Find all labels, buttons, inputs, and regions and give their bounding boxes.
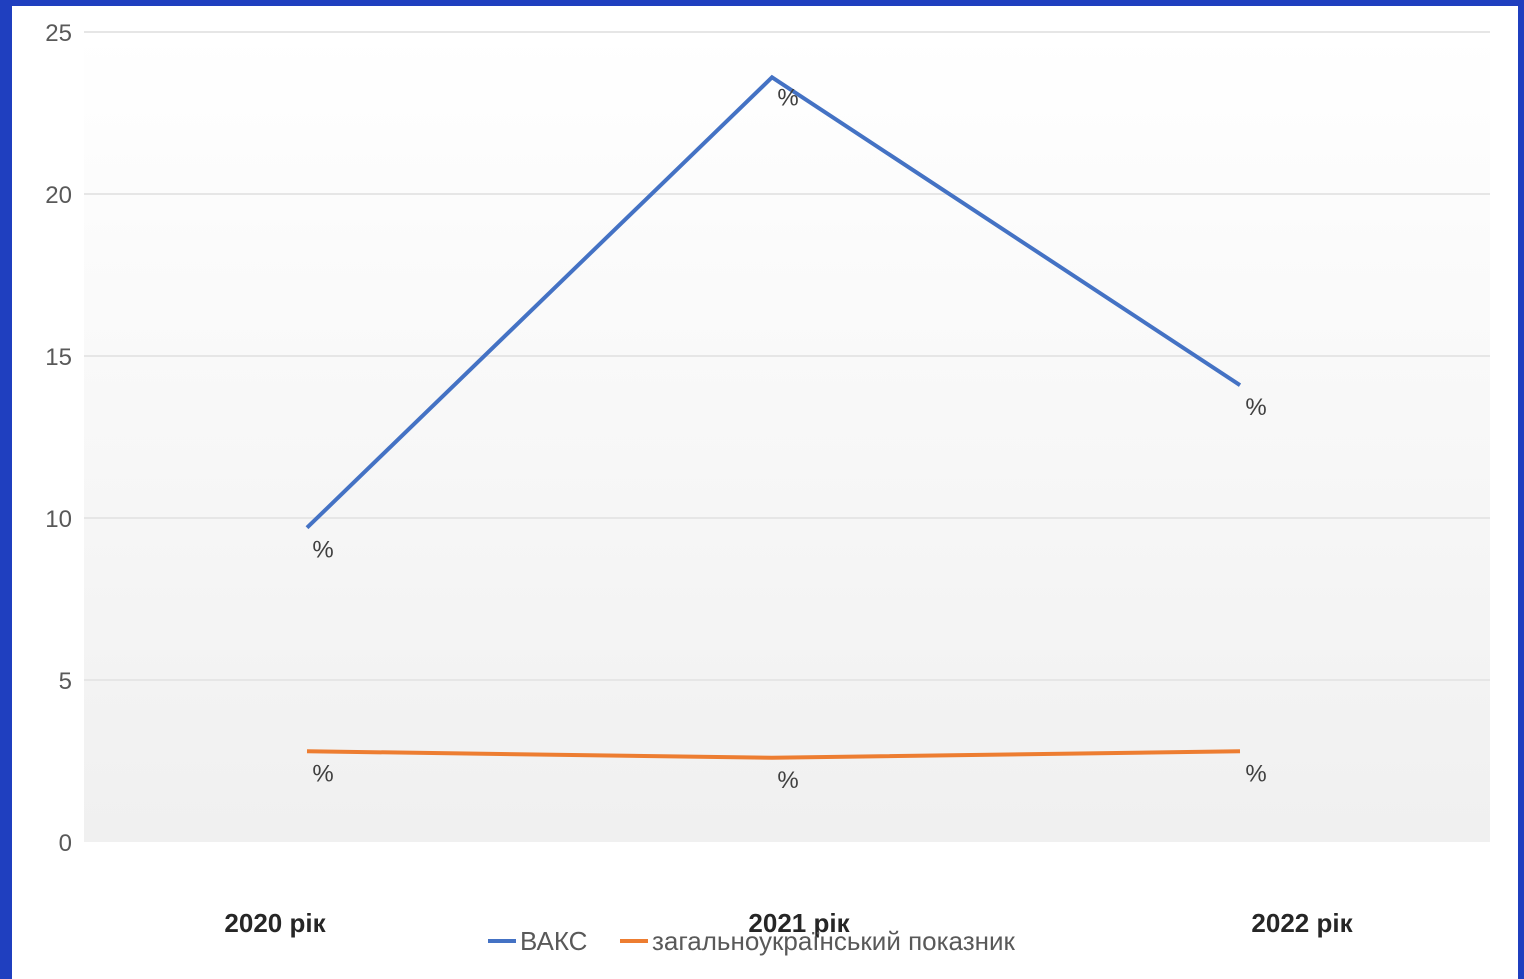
y-axis-ticks: 0 5 10 15 20 25 [45, 20, 72, 857]
data-label: % [777, 767, 798, 794]
legend-label: загальноукраїнський показник [652, 926, 1016, 956]
line-chart: 0 5 10 15 20 25 %%%%%% 2020 рік 2021 рік 2022 р… [45, 20, 1490, 956]
data-labels: %%%%%% [312, 84, 1266, 793]
y-tick-label: 20 [45, 182, 72, 209]
data-label: % [312, 760, 333, 787]
plot-area [84, 32, 1490, 842]
data-label: % [1245, 394, 1266, 421]
chart-frame: 0 5 10 15 20 25 %%%%%% 2020 рік 2021 рік 2022 р… [12, 6, 1518, 979]
x-tick-label: 2022 рік [1251, 908, 1353, 938]
legend-label: ВАКС [520, 926, 587, 956]
x-axis-ticks: 2020 рік 2021 рік 2022 рік [224, 908, 1353, 938]
data-label: % [777, 84, 798, 111]
y-tick-label: 25 [45, 20, 72, 47]
legend: ВАКС загальноукраїнський показник [488, 926, 1016, 956]
data-label: % [312, 537, 333, 564]
y-tick-label: 10 [45, 506, 72, 533]
x-tick-label: 2020 рік [224, 908, 326, 938]
y-tick-label: 15 [45, 344, 72, 371]
y-tick-label: 0 [59, 830, 72, 857]
x-tick-label: 2021 рік [748, 908, 850, 938]
y-tick-label: 5 [59, 668, 72, 695]
data-label: % [1245, 760, 1266, 787]
series-lines [305, 74, 1242, 760]
